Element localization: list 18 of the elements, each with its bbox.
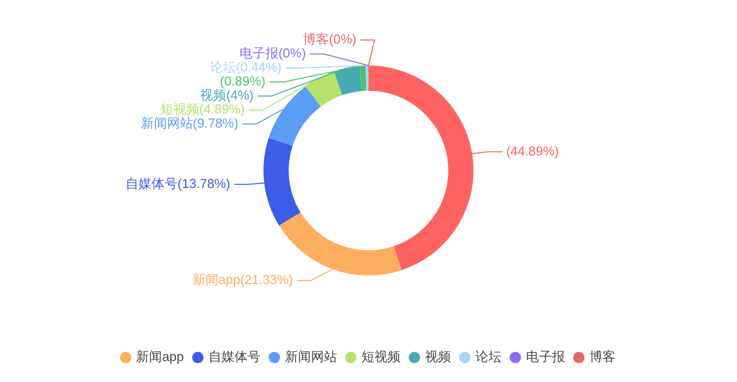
category-label: 短视频(4.89%) [160,102,245,117]
legend-label: 新闻网站 [284,349,337,364]
legend-label: 电子报 [526,349,565,364]
category-label: 自媒体号(13.78%) [126,176,230,191]
legend-label: 论坛 [475,349,502,364]
legend-label: 视频 [424,349,451,364]
legend-label: 博客 [589,349,616,364]
legend-label: 自媒体号 [208,349,260,364]
category-label: 新闻网站(9.78%) [140,116,238,131]
category-label: 视频(4%) [200,88,254,103]
category-label: 新闻app(21.33%) [192,272,293,288]
data-label: (44.89%) [506,143,559,158]
legend-label: 短视频 [361,349,400,364]
category-label: 论坛(0.44%) [210,60,282,75]
legend-label: 新闻app [136,349,184,364]
data-label: (0.89%) [220,74,266,89]
category-label: 电子报(0%) [239,46,306,61]
category-label: 博客(0%) [303,32,356,47]
